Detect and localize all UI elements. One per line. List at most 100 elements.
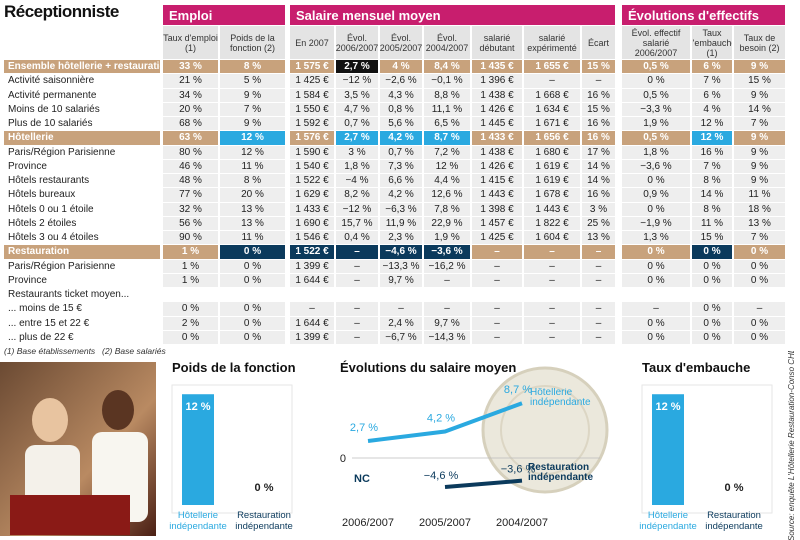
table-cell: 13 % bbox=[582, 231, 615, 245]
table-cell: 15,7 % bbox=[336, 216, 378, 230]
table-cell: 1 426 € bbox=[472, 102, 522, 116]
table-cell: 0 % bbox=[220, 316, 285, 330]
table-cell: 1 690 € bbox=[290, 216, 334, 230]
table-cell: 1 678 € bbox=[524, 188, 580, 202]
value-label: 12 % bbox=[655, 401, 680, 413]
table-cell: 1 415 € bbox=[472, 174, 522, 188]
table-cell: 9,7 % bbox=[424, 316, 470, 330]
table-cell: 0 % bbox=[734, 259, 785, 273]
table-cell: 1 619 € bbox=[524, 159, 580, 173]
table-cell: 12 % bbox=[220, 131, 285, 145]
row-label: Paris/Région Parisienne bbox=[4, 259, 160, 273]
table-cell: – bbox=[290, 302, 334, 316]
table-cell: 0 % bbox=[220, 245, 285, 259]
table-cell: 0 % bbox=[622, 316, 690, 330]
table-cell: 7 % bbox=[220, 102, 285, 116]
table-cell: 6 % bbox=[692, 88, 732, 102]
table-cell: 4 % bbox=[692, 102, 732, 116]
column-header: Écart bbox=[582, 26, 615, 59]
table-cell: – bbox=[472, 316, 522, 330]
table-cell: 1 435 € bbox=[472, 60, 522, 74]
column-header: Évol. 2006/2007 bbox=[336, 26, 378, 59]
table-cell: 0 % bbox=[734, 245, 785, 259]
table-cell: 4,2 % bbox=[380, 188, 422, 202]
row-label: Province bbox=[4, 159, 160, 173]
table-cell: 8,7 % bbox=[424, 131, 470, 145]
table-cell: 9 % bbox=[734, 88, 785, 102]
table-cell: 1 399 € bbox=[290, 259, 334, 273]
table-cell: 1 644 € bbox=[290, 316, 334, 330]
column-header: Évol. 2004/2007 bbox=[424, 26, 470, 59]
table-cell: 0 % bbox=[692, 259, 732, 273]
table-cell: 1 655 € bbox=[524, 60, 580, 74]
table-cell: 6,5 % bbox=[424, 117, 470, 131]
table-cell: 1 550 € bbox=[290, 102, 334, 116]
table-cell: – bbox=[524, 245, 580, 259]
photo-desk bbox=[10, 495, 130, 535]
table-cell: 1,8 % bbox=[622, 145, 690, 159]
table-cell: 8 % bbox=[692, 174, 732, 188]
table-cell: 0,9 % bbox=[622, 188, 690, 202]
table-cell: 1 575 € bbox=[290, 60, 334, 74]
table-cell: 0,4 % bbox=[336, 231, 378, 245]
table-cell: 8,2 % bbox=[336, 188, 378, 202]
table-cell: 12 % bbox=[692, 117, 732, 131]
table-cell: 11 % bbox=[220, 231, 285, 245]
table-cell: 9,7 % bbox=[380, 273, 422, 287]
table-cell: – bbox=[336, 259, 378, 273]
table-cell: 0 % bbox=[622, 174, 690, 188]
table-cell: 4,7 % bbox=[336, 102, 378, 116]
table-cell: 4,2 % bbox=[380, 131, 422, 145]
value-label: 4,2 % bbox=[427, 413, 455, 425]
table-cell: – bbox=[336, 330, 378, 344]
table-cell: 0 % bbox=[163, 330, 218, 344]
table-cell: 1 822 € bbox=[524, 216, 580, 230]
table-cell: – bbox=[524, 273, 580, 287]
value-label: 0 % bbox=[725, 482, 744, 494]
table-cell: 1 656 € bbox=[524, 131, 580, 145]
column-header: Évol. 2005/2007 bbox=[380, 26, 422, 59]
bar bbox=[652, 394, 684, 505]
table-cell: 1 522 € bbox=[290, 245, 334, 259]
table-cell: 4 % bbox=[380, 60, 422, 74]
table-cell: – bbox=[582, 302, 615, 316]
table-cell: 8 % bbox=[692, 202, 732, 216]
row-label: Hôtels 0 ou 1 étoile bbox=[4, 202, 160, 216]
table-cell: 63 % bbox=[163, 131, 218, 145]
table-cell: 2,3 % bbox=[380, 231, 422, 245]
table-cell: 13 % bbox=[734, 216, 785, 230]
table-cell: 1 540 € bbox=[290, 159, 334, 173]
table-cell: 12,6 % bbox=[424, 188, 470, 202]
column-header: salarié expérimenté bbox=[524, 26, 580, 59]
table-cell: 2 % bbox=[163, 316, 218, 330]
table-cell: 1 438 € bbox=[472, 145, 522, 159]
table-cell: 7,2 % bbox=[424, 145, 470, 159]
table-cell: 11,9 % bbox=[380, 216, 422, 230]
table-cell: – bbox=[336, 245, 378, 259]
table-cell: – bbox=[424, 273, 470, 287]
row-label: Paris/Région Parisienne bbox=[4, 145, 160, 159]
table-cell: 1,9 % bbox=[622, 117, 690, 131]
table-cell: 1,3 % bbox=[622, 231, 690, 245]
table-cell: 14 % bbox=[582, 174, 615, 188]
table-cell: 3 % bbox=[582, 202, 615, 216]
chart-title: Poids de la fonction bbox=[172, 360, 296, 375]
x-tick-label: 2006/2007 bbox=[342, 517, 394, 529]
row-label: Moins de 10 salariés bbox=[4, 102, 160, 116]
chart-frame bbox=[641, 384, 773, 514]
row-label: Plus de 10 salariés bbox=[4, 117, 160, 131]
row-label: Restauration bbox=[4, 245, 160, 259]
table-cell: – bbox=[582, 259, 615, 273]
series-line bbox=[367, 401, 523, 443]
table-cell: 13 % bbox=[220, 202, 285, 216]
legend-label: Hôtellerie indépendante bbox=[530, 388, 591, 408]
chart-title: Évolutions du salaire moyen bbox=[340, 360, 517, 375]
table-cell: 1 % bbox=[163, 259, 218, 273]
table-cell: 12 % bbox=[220, 145, 285, 159]
x-tick-label: 2005/2007 bbox=[419, 517, 471, 529]
category-label: Restauration indépendante bbox=[705, 510, 763, 532]
table-cell: 1 644 € bbox=[290, 273, 334, 287]
table-cell: −12 % bbox=[336, 202, 378, 216]
table-cell: 9 % bbox=[220, 88, 285, 102]
